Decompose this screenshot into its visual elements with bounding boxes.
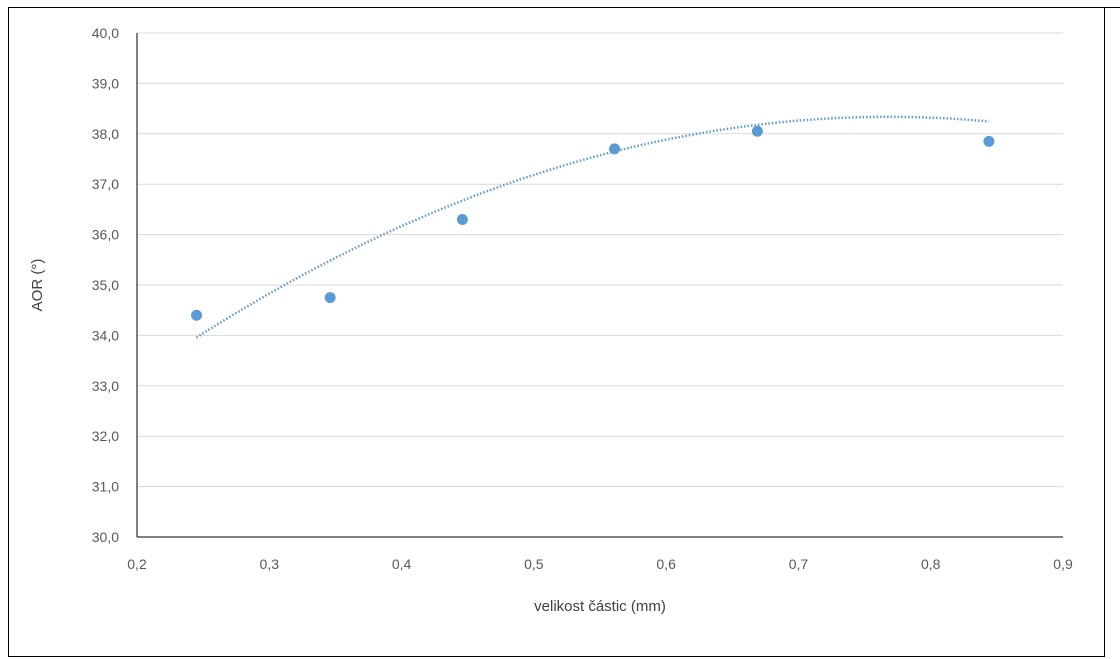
data-point	[609, 143, 621, 155]
y-tick-label: 31,0	[92, 479, 119, 495]
x-tick-label: 0,7	[789, 556, 809, 572]
trendline	[195, 115, 990, 339]
y-tick-labels: 30,0 31,0 32,0 33,0 34,0 35,0 36,0 37,0 38,0 39,0…	[92, 25, 119, 545]
data-point	[751, 125, 763, 137]
x-tick-label: 0,6	[656, 556, 676, 572]
x-tick-label: 0,5	[524, 556, 544, 572]
data-point	[324, 292, 336, 304]
x-tick-labels: 0,2 0,3 0,4 0,5 0,6 0,7 0,8 0,9	[127, 556, 1073, 572]
x-tick-label: 0,3	[260, 556, 280, 572]
x-axis-title: velikost částic (mm)	[534, 598, 666, 615]
x-tick-label: 0,9	[1053, 556, 1073, 572]
y-tick-label: 38,0	[92, 126, 119, 142]
x-tick-label: 0,8	[921, 556, 941, 572]
y-tick-label: 33,0	[92, 378, 119, 394]
y-axis-title: AOR (°)	[29, 259, 46, 312]
y-tick-label: 36,0	[92, 227, 119, 243]
data-point	[456, 213, 468, 225]
chart-frame	[8, 7, 1105, 657]
x-tick-label: 0,4	[392, 556, 412, 572]
edge-line	[1104, 7, 1120, 8]
y-tick-label: 30,0	[92, 529, 119, 545]
y-tick-label: 34,0	[92, 327, 119, 343]
data-point	[191, 309, 203, 321]
data-point	[983, 135, 995, 147]
y-tick-label: 32,0	[92, 428, 119, 444]
y-tick-label: 39,0	[92, 75, 119, 91]
x-tick-label: 0,2	[127, 556, 147, 572]
trendline-group	[195, 115, 990, 339]
y-tick-label: 35,0	[92, 277, 119, 293]
data-points	[191, 125, 995, 321]
axes	[136, 33, 1063, 538]
gridlines	[137, 32, 1063, 488]
y-tick-label: 40,0	[92, 25, 119, 41]
y-tick-label: 37,0	[92, 176, 119, 192]
